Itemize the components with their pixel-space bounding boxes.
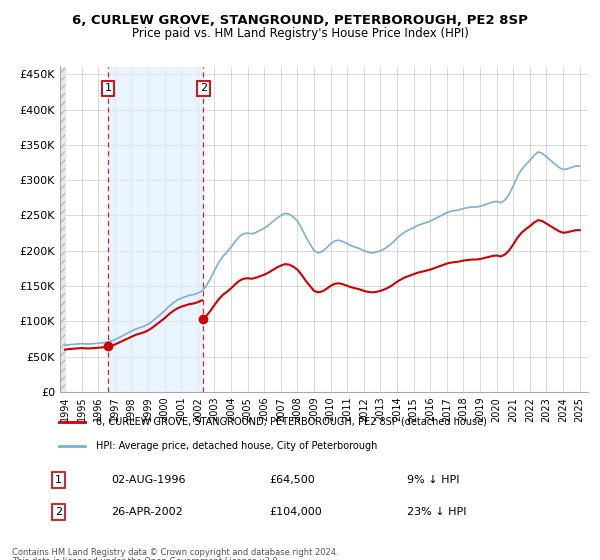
Text: 2: 2: [200, 83, 207, 94]
Text: Contains HM Land Registry data © Crown copyright and database right 2024.: Contains HM Land Registry data © Crown c…: [12, 548, 338, 557]
Text: 02-AUG-1996: 02-AUG-1996: [112, 475, 186, 485]
Text: 1: 1: [55, 475, 62, 485]
Text: 23% ↓ HPI: 23% ↓ HPI: [407, 507, 467, 517]
Text: 1: 1: [104, 83, 112, 94]
Text: 2: 2: [55, 507, 62, 517]
Text: 26-APR-2002: 26-APR-2002: [112, 507, 183, 517]
Text: 6, CURLEW GROVE, STANGROUND, PETERBOROUGH, PE2 8SP (detached house): 6, CURLEW GROVE, STANGROUND, PETERBOROUG…: [95, 417, 487, 427]
Bar: [108, 67, 203, 392]
Text: £104,000: £104,000: [270, 507, 323, 517]
Bar: [60, 67, 65, 392]
Text: Price paid vs. HM Land Registry's House Price Index (HPI): Price paid vs. HM Land Registry's House …: [131, 27, 469, 40]
Text: This data is licensed under the Open Government Licence v3.0.: This data is licensed under the Open Gov…: [12, 557, 280, 560]
Text: 9% ↓ HPI: 9% ↓ HPI: [407, 475, 460, 485]
Text: £64,500: £64,500: [270, 475, 316, 485]
Text: HPI: Average price, detached house, City of Peterborough: HPI: Average price, detached house, City…: [95, 441, 377, 451]
Bar: [60, 67, 65, 392]
Text: 6, CURLEW GROVE, STANGROUND, PETERBOROUGH, PE2 8SP: 6, CURLEW GROVE, STANGROUND, PETERBOROUG…: [72, 14, 528, 27]
